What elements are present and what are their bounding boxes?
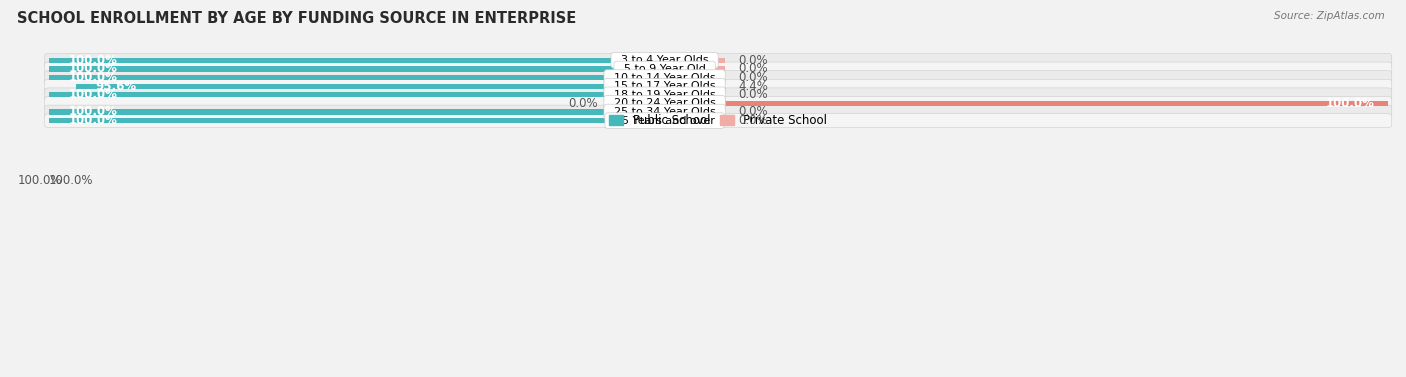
FancyBboxPatch shape (45, 97, 1392, 110)
Bar (665, 58, 725, 63)
FancyBboxPatch shape (45, 114, 1392, 127)
FancyBboxPatch shape (45, 105, 1392, 119)
Text: 100.0%: 100.0% (69, 71, 118, 84)
Text: 10 to 14 Year Olds: 10 to 14 Year Olds (607, 72, 723, 83)
Text: 95.6%: 95.6% (96, 80, 136, 93)
Text: 0.0%: 0.0% (738, 106, 768, 118)
Bar (49, 92, 665, 97)
FancyBboxPatch shape (45, 88, 1392, 102)
Bar (665, 92, 725, 97)
Text: 100.0%: 100.0% (69, 54, 118, 67)
Text: 100.0%: 100.0% (69, 63, 118, 75)
Bar (665, 118, 725, 123)
Bar (76, 84, 665, 89)
Text: 0.0%: 0.0% (738, 71, 768, 84)
Text: 25 to 34 Year Olds: 25 to 34 Year Olds (607, 107, 723, 117)
FancyBboxPatch shape (45, 62, 1392, 76)
Bar (665, 101, 1388, 106)
Bar (605, 101, 665, 106)
Text: 5 to 9 Year Old: 5 to 9 Year Old (617, 64, 713, 74)
Text: 100.0%: 100.0% (69, 114, 118, 127)
Text: 0.0%: 0.0% (738, 114, 768, 127)
Bar (49, 75, 665, 80)
FancyBboxPatch shape (45, 54, 1392, 67)
Text: 20 to 24 Year Olds: 20 to 24 Year Olds (606, 98, 723, 109)
Bar (49, 66, 665, 72)
Bar (49, 58, 665, 63)
Text: 3 to 4 Year Olds: 3 to 4 Year Olds (614, 55, 716, 65)
Text: 100.0%: 100.0% (17, 175, 62, 187)
Text: 100.0%: 100.0% (49, 175, 93, 187)
Text: 4.4%: 4.4% (738, 80, 768, 93)
Text: 35 Years and over: 35 Years and over (607, 116, 721, 126)
Text: 100.0%: 100.0% (1326, 97, 1374, 110)
FancyBboxPatch shape (45, 70, 1392, 84)
Text: 0.0%: 0.0% (738, 88, 768, 101)
Text: 0.0%: 0.0% (568, 97, 598, 110)
Text: 18 to 19 Year Olds: 18 to 19 Year Olds (607, 90, 723, 100)
Text: 15 to 17 Year Olds: 15 to 17 Year Olds (607, 81, 723, 91)
Bar (665, 109, 725, 115)
Text: 100.0%: 100.0% (69, 106, 118, 118)
Bar (49, 118, 665, 123)
Text: Source: ZipAtlas.com: Source: ZipAtlas.com (1274, 11, 1385, 21)
Text: SCHOOL ENROLLMENT BY AGE BY FUNDING SOURCE IN ENTERPRISE: SCHOOL ENROLLMENT BY AGE BY FUNDING SOUR… (17, 11, 576, 26)
Bar (665, 66, 725, 72)
Bar (49, 109, 665, 115)
Bar (665, 84, 696, 89)
Bar (665, 75, 725, 80)
Text: 0.0%: 0.0% (738, 63, 768, 75)
FancyBboxPatch shape (45, 79, 1392, 93)
Text: 100.0%: 100.0% (69, 88, 118, 101)
Text: 0.0%: 0.0% (738, 54, 768, 67)
Legend: Public School, Private School: Public School, Private School (605, 109, 832, 132)
